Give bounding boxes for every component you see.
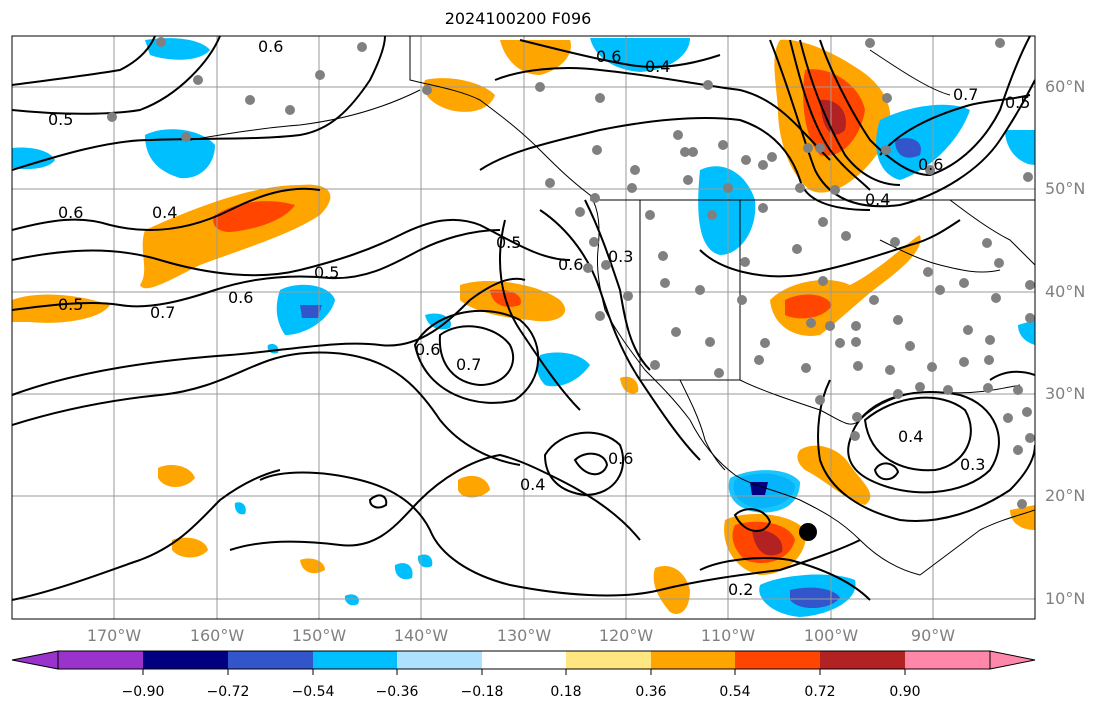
shade-orange-small3 <box>172 537 208 558</box>
contour-label: 0.4 <box>520 475 545 494</box>
colorbar-tick-label: 0.72 <box>804 684 836 700</box>
shade-blue-small7 <box>417 554 433 568</box>
lon-label: 160°W <box>189 626 245 645</box>
contour-label: 0.4 <box>865 190 890 209</box>
shade-red-plains <box>785 294 832 319</box>
colorbar-tick-label: −0.36 <box>375 684 419 700</box>
shade-navy-mexico <box>750 482 768 495</box>
contour-label: 0.4 <box>152 203 177 222</box>
shade-blue-small3 <box>344 594 359 606</box>
colorbar-tick-label: 0.18 <box>550 684 582 700</box>
colorbar-frame <box>57 650 991 670</box>
shade-orange-small7 <box>1010 505 1035 530</box>
lon-label: 100°W <box>803 626 859 645</box>
colorbar-segment <box>397 651 482 669</box>
lon-label: 140°W <box>393 626 449 645</box>
lon-label: 170°W <box>86 626 142 645</box>
lat-label: 30°N <box>1045 384 1086 403</box>
colorbar-tick-label: −0.72 <box>206 684 250 700</box>
colorbar-segment <box>482 651 566 669</box>
contour-label: 0.7 <box>953 85 978 104</box>
contour-label: 0.6 <box>258 37 283 56</box>
colorbar <box>11 650 1036 675</box>
shade-blue-west <box>12 147 55 170</box>
colorbar-segment <box>905 651 990 669</box>
colorbar-tick-label: −0.90 <box>121 684 165 700</box>
colorbar-segment <box>313 651 397 669</box>
shade-blue-canada-east <box>876 104 970 180</box>
colorbar-tick-label: 0.54 <box>719 684 751 700</box>
shade-blue-small5 <box>1018 320 1035 345</box>
shade-blue-south-dark <box>790 587 840 609</box>
lon-label: 120°W <box>598 626 654 645</box>
contour-label: 0.6 <box>918 155 943 174</box>
colorbar-min-arrow <box>11 650 59 670</box>
contour-label: 0.5 <box>48 110 73 129</box>
contour-label: 0.5 <box>496 233 521 252</box>
coastlines <box>189 36 1035 576</box>
lon-label: 130°W <box>496 626 552 645</box>
shade-blue-canada-dark <box>895 138 921 158</box>
map-title: 2024100200 F096 <box>444 9 592 28</box>
shade-blue-mid-dark <box>300 305 322 318</box>
shade-blue-us <box>698 166 756 255</box>
shade-orange-small5 <box>620 376 639 394</box>
colorbar-segment <box>735 651 820 669</box>
colorbar-segment <box>143 651 228 669</box>
colorbar-tick-label: 0.36 <box>635 684 667 700</box>
station-dots <box>107 37 1035 509</box>
contour-label: 0.5 <box>314 263 339 282</box>
contour-label: 0.6 <box>415 340 440 359</box>
shade-blue-gulf <box>145 129 215 179</box>
contour-label: 0.5 <box>58 295 83 314</box>
shade-orange-small4 <box>458 475 490 498</box>
shade-orange-small1 <box>653 566 690 614</box>
lat-label: 60°N <box>1045 77 1086 96</box>
contour-label: 0.6 <box>228 288 253 307</box>
lat-label: 50°N <box>1045 179 1086 198</box>
lon-label: 110°W <box>700 626 756 645</box>
contour-label: 0.7 <box>456 355 481 374</box>
contour-label: 0.6 <box>608 449 633 468</box>
lat-label: 10°N <box>1045 589 1086 608</box>
map-frame <box>11 35 1036 620</box>
colorbar-max-arrow <box>989 650 1036 670</box>
shade-orange-small2 <box>158 465 195 487</box>
contour-label: 0.7 <box>150 303 175 322</box>
colorbar-tick-label: −0.18 <box>460 684 504 700</box>
shade-darkred-pacific-mex <box>752 529 783 556</box>
contour-label: 0.2 <box>728 580 753 599</box>
colorbar-tick-label: 0.90 <box>889 684 921 700</box>
contour-label: 0.4 <box>645 57 670 76</box>
storm-marker <box>799 523 817 541</box>
colorbar-segment <box>651 651 735 669</box>
shade-blue-east-edge <box>1005 130 1035 165</box>
shade-blue-top2 <box>590 38 690 72</box>
contour-label: 0.6 <box>558 255 583 274</box>
contour-label: 0.3 <box>960 455 985 474</box>
shade-orange-west <box>12 294 110 323</box>
colorbar-tick-label: −0.54 <box>291 684 335 700</box>
lon-label: 90°W <box>910 626 956 645</box>
contour-label: 0.3 <box>608 247 633 266</box>
colorbar-segment <box>58 651 143 669</box>
lat-label: 20°N <box>1045 486 1086 505</box>
contour-label: 0.6 <box>58 203 83 222</box>
colorbar-segment <box>566 651 651 669</box>
shade-blue-baja <box>536 352 590 387</box>
contour-label: 0.6 <box>596 47 621 66</box>
colorbar-segment <box>228 651 313 669</box>
contour-label: 0.4 <box>898 427 923 446</box>
colorbar-segment <box>820 651 905 669</box>
graticule <box>12 36 1035 619</box>
shade-blue-small4 <box>234 502 246 515</box>
shade-darkred-canada <box>820 99 846 135</box>
contour-label: 0.5 <box>1005 93 1030 112</box>
lon-label: 150°W <box>291 626 347 645</box>
contour-label-group: 0.6 0.6 0.5 0.6 0.4 0.5 0.7 0.6 0.5 0.5 … <box>48 37 1030 599</box>
lat-label: 40°N <box>1045 282 1086 301</box>
shade-blue-small2 <box>394 563 413 580</box>
shade-orange-gulf <box>797 445 871 505</box>
